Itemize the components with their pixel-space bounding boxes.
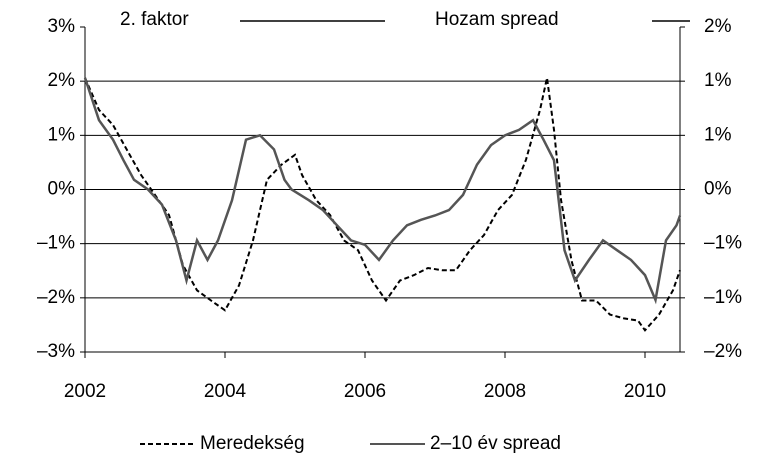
y-axis-label: 2. faktor bbox=[120, 9, 189, 30]
y2-tick-label: 1% bbox=[704, 70, 732, 91]
x-tick-label: 2004 bbox=[204, 381, 247, 402]
x-tick-label: 2006 bbox=[344, 381, 386, 402]
x-tick-label: 2008 bbox=[484, 381, 526, 402]
legend-label: Meredekség bbox=[200, 433, 305, 454]
y-tick-label: 1% bbox=[48, 124, 76, 145]
y-tick-label: –3% bbox=[37, 341, 75, 362]
y2-tick-label: –1% bbox=[704, 287, 742, 308]
y-tick-label: 3% bbox=[48, 16, 76, 37]
y-tick-label: 0% bbox=[48, 179, 76, 200]
legend-label: 2–10 év spread bbox=[430, 433, 561, 454]
y2-tick-label: 2% bbox=[704, 16, 732, 37]
y-tick-label: –2% bbox=[37, 287, 75, 308]
y2-tick-label: –2% bbox=[704, 341, 742, 362]
series-line bbox=[83, 77, 682, 305]
y2-axis-label: Hozam spread bbox=[435, 9, 559, 30]
y2-tick-label: 1% bbox=[704, 124, 732, 145]
x-tick-label: 2010 bbox=[624, 381, 666, 402]
y2-tick-label: –1% bbox=[704, 233, 742, 254]
y-tick-label: –1% bbox=[37, 233, 75, 254]
y2-tick-label: 0% bbox=[704, 179, 732, 200]
series-line bbox=[84, 77, 681, 332]
x-tick-label: 2002 bbox=[64, 381, 106, 402]
y-tick-label: 2% bbox=[48, 70, 76, 91]
